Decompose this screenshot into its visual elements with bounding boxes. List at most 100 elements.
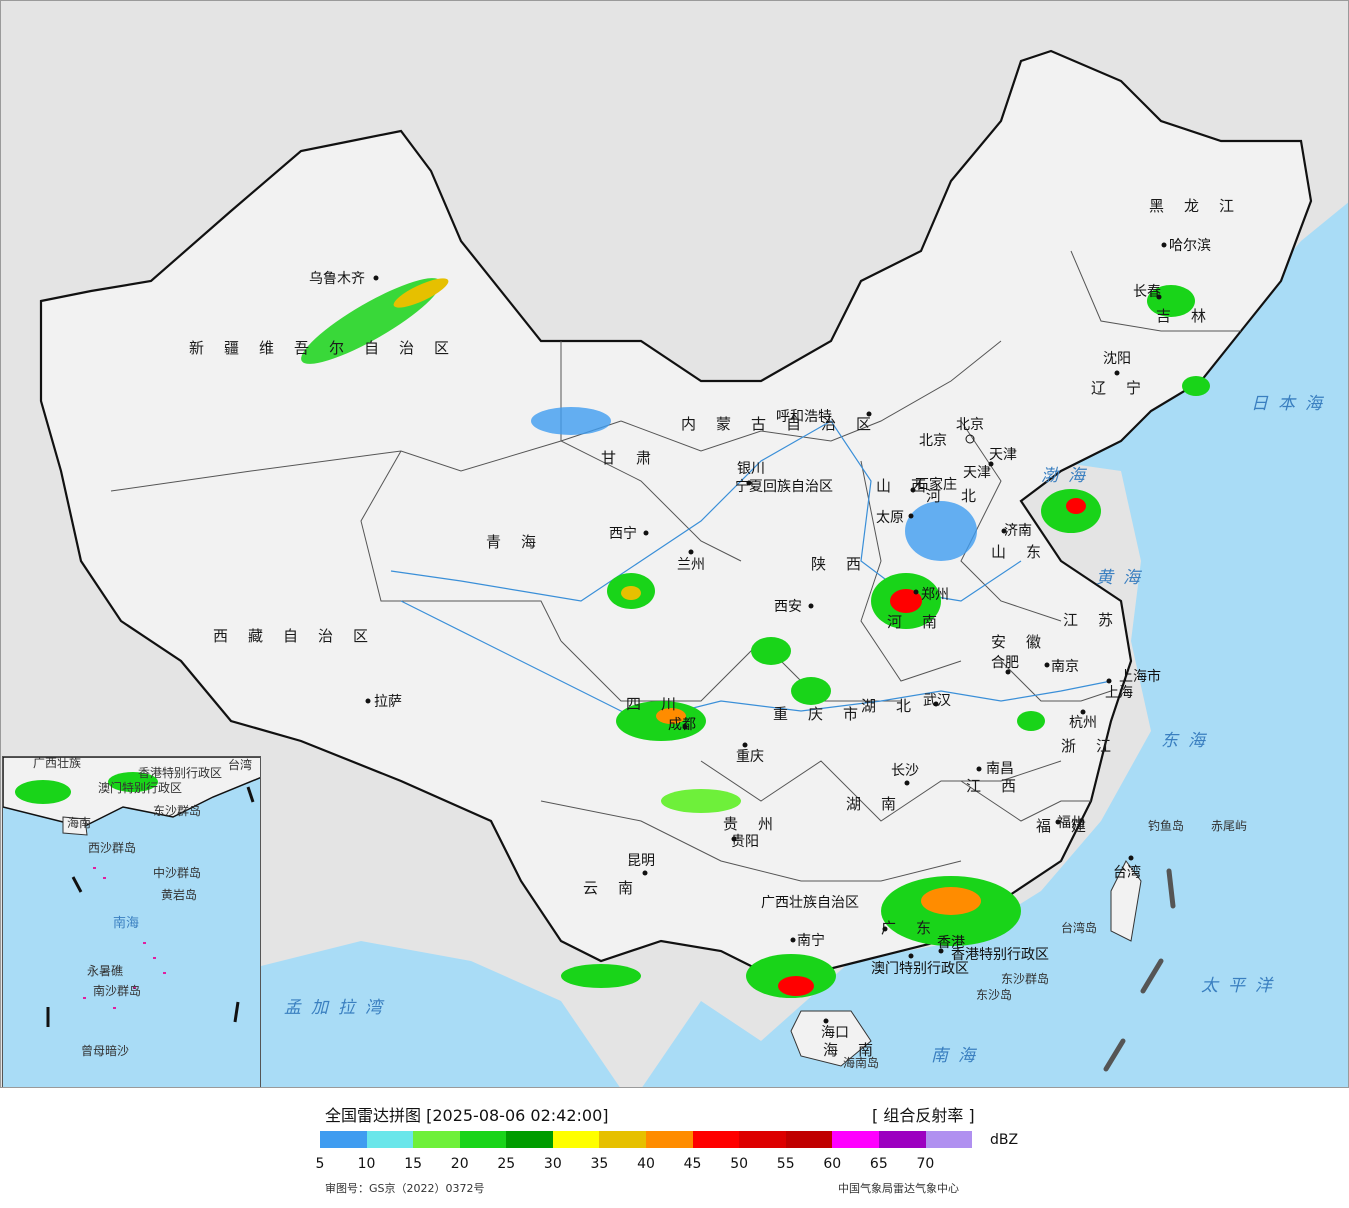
label-province: 辽宁 [1091,379,1161,397]
scale-swatch [459,1131,507,1148]
legend-title: 全国雷达拼图 [2025-08-06 02:42:00] [325,1106,609,1125]
scale-swatch [552,1131,600,1148]
svg-text:海南岛: 海南岛 [843,1055,879,1070]
label-province: 澳门特别行政区 [871,961,969,977]
scale-tick: 30 [543,1156,562,1172]
svg-text:曾母暗沙: 曾母暗沙 [81,1043,129,1058]
svg-text:澳门特别行政区: 澳门特别行政区 [98,780,182,795]
radar-map: 新疆维吾尔自治区 西藏自治区 青海 甘肃 内蒙古自治区 黑龙江 吉林 辽宁 河北… [0,0,1349,1088]
label-city: 西宁 [609,525,637,542]
scale-tick: 20 [450,1156,469,1172]
svg-text:南海: 南海 [113,915,139,931]
label-province: 吉林 [1156,307,1226,325]
scale-swatch [785,1131,833,1148]
label-province: 西藏自治区 [213,627,388,645]
scale-tick: 15 [404,1156,423,1172]
label-province: 海南 [823,1041,893,1059]
scale-swatch [599,1131,647,1148]
product-name: [ 组合反射率 ] [872,1106,975,1125]
label-province: 江西 [966,777,1036,795]
label-city: 长春 [1133,284,1161,300]
svg-text:东沙群岛: 东沙群岛 [1001,971,1049,986]
label-city: 呼和浩特 [776,409,832,425]
province-borders [110,250,1241,882]
label-province: 香港特别行政区 [951,947,1049,963]
label-city: 杭州 [1069,715,1097,731]
scale-tick: 70 [916,1156,935,1172]
label-city: 合肥 [991,655,1019,671]
label-city: 济南 [1004,523,1032,539]
svg-text:东沙群岛: 东沙群岛 [153,803,201,818]
label-province: 广东 [881,919,951,937]
label-province: 台湾 [1113,864,1141,881]
label-province: 山东 [991,543,1061,561]
svg-text:钓鱼岛: 钓鱼岛 [1148,818,1184,833]
scale-tick: 5 [315,1156,325,1172]
label-city: 天津 [963,465,991,481]
label-province: 陕西 [811,555,881,573]
label-city: 乌鲁木齐 [309,271,365,287]
svg-text:南海: 南海 [931,1046,985,1066]
label-city: 银川 [737,461,765,477]
scale-swatch [320,1131,367,1148]
label-province: 四川 [626,695,696,713]
label-city: 南昌 [986,761,1014,777]
label-city: 海口 [821,1025,849,1041]
scale-swatch [366,1131,414,1148]
label-province: 浙江 [1061,737,1131,755]
svg-text:南沙群岛: 南沙群岛 [93,983,141,998]
svg-text:孟加拉湾: 孟加拉湾 [284,998,392,1018]
scale-swatch [878,1131,926,1148]
label-province: 河南 [887,613,957,631]
scale-swatch [832,1131,879,1148]
label-province: 福建 [1036,817,1106,835]
svg-text:东海: 东海 [1161,731,1215,751]
label-province: 广西壮族自治区 [761,895,859,911]
color-scale [320,1131,973,1148]
label-province: 安徽 [991,633,1061,651]
radar-echoes [301,278,1210,998]
label-province: 内蒙古自治区 [681,415,891,433]
label-city: 拉萨 [374,694,402,710]
svg-text:赤尾屿: 赤尾屿 [1211,819,1247,833]
scale-tick: 50 [730,1156,749,1172]
label-province: 湖南 [846,795,916,813]
label-city: 重庆 [736,749,764,765]
svg-text:永暑礁: 永暑礁 [87,963,123,978]
svg-text:西沙群岛: 西沙群岛 [88,840,136,855]
svg-text:香港特别行政区: 香港特别行政区 [138,765,222,780]
label-city: 南京 [1051,659,1079,675]
approval-number: 审图号：GS京（2022）0372号 [325,1182,485,1195]
scale-tick: 10 [357,1156,376,1172]
svg-text:海南: 海南 [67,815,91,830]
agency-name: 中国气象局雷达气象中心 [838,1182,959,1195]
label-province: 黑龙江 [1149,197,1254,215]
label-city: 福州 [1057,815,1085,831]
label-city: 上海 [1105,685,1133,701]
radar-legend: 全国雷达拼图 [2025-08-06 02:42:00] [ 组合反射率 ] d… [0,1088,1349,1208]
label-city: 成都 [668,717,696,733]
label-province: 青海 [486,533,556,551]
scale-swatch [739,1131,786,1148]
scale-swatch [925,1131,973,1148]
label-city: 兰州 [677,557,705,573]
label-province: 重庆市 [773,705,878,723]
label-city: 西安 [774,599,802,615]
scale-tick: 40 [637,1156,655,1172]
label-province: 宁夏回族自治区 [735,478,833,495]
label-province: 贵州 [723,815,793,833]
map-canvas: 新疆维吾尔自治区 西藏自治区 青海 甘肃 内蒙古自治区 黑龙江 吉林 辽宁 河北… [39,49,1348,1087]
label-city: 香港 [937,935,965,951]
label-province: 河北 [926,487,996,505]
svg-text:黄海: 黄海 [1096,568,1150,588]
sea-area [642,202,1348,1087]
svg-text:台湾: 台湾 [228,757,252,772]
label-city: 石家庄 [915,476,957,493]
label-city: 昆明 [627,853,655,869]
maritime-boundary [1103,868,1176,1072]
label-city: 北京 [919,433,947,449]
label-province: 北京 [956,417,984,433]
label-city: 太原 [876,510,904,526]
svg-text:中沙群岛: 中沙群岛 [153,865,201,880]
label-province: 云南 [583,879,653,897]
